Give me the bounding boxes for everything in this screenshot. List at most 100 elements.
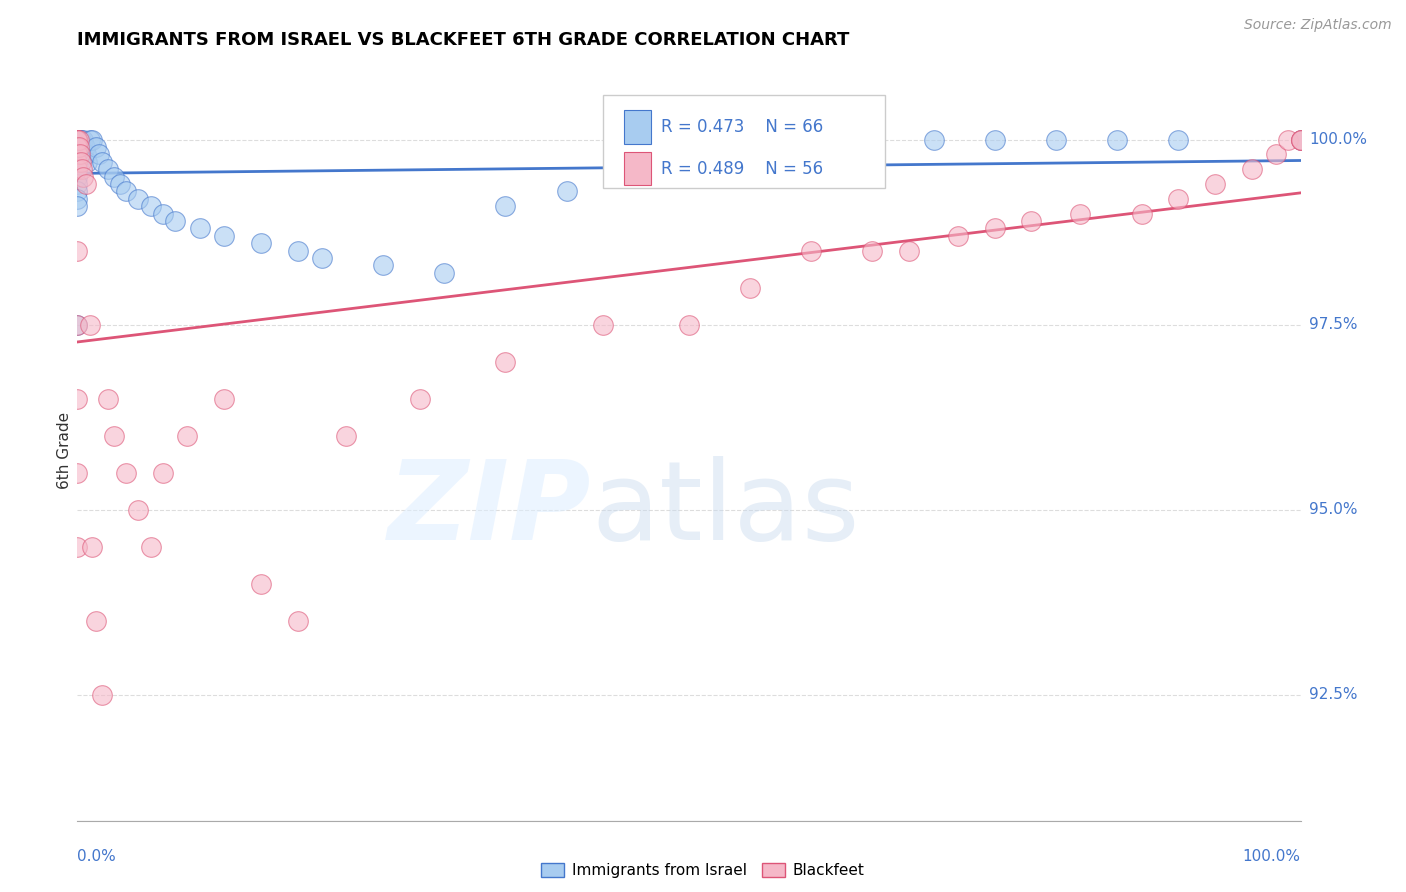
FancyBboxPatch shape <box>624 152 651 186</box>
Point <box>67 132 90 146</box>
Text: 100.0%: 100.0% <box>1309 132 1367 147</box>
Point <box>66 132 89 146</box>
Point <box>80 540 103 554</box>
Point <box>66 318 89 332</box>
Point <box>66 140 89 154</box>
Point <box>76 154 98 169</box>
Point <box>1204 177 1226 191</box>
Point <box>152 466 174 480</box>
Point <box>371 259 394 273</box>
Point <box>115 466 138 480</box>
Point <box>1167 132 1189 146</box>
Point <box>70 154 93 169</box>
Point <box>66 154 89 169</box>
Point <box>127 502 149 516</box>
Point <box>1130 206 1153 220</box>
Point <box>188 221 211 235</box>
Point <box>90 688 112 702</box>
Point <box>67 147 90 161</box>
Point <box>66 540 89 554</box>
Text: IMMIGRANTS FROM ISRAEL VS BLACKFEET 6TH GRADE CORRELATION CHART: IMMIGRANTS FROM ISRAEL VS BLACKFEET 6TH … <box>77 31 849 49</box>
FancyBboxPatch shape <box>624 111 651 144</box>
Point <box>67 140 90 154</box>
Point <box>66 132 89 146</box>
Point <box>66 392 89 406</box>
Point <box>103 169 125 184</box>
Point <box>66 162 89 177</box>
Point <box>66 169 89 184</box>
Point <box>97 392 120 406</box>
Text: 92.5%: 92.5% <box>1309 687 1357 702</box>
Point <box>73 140 96 154</box>
Point <box>139 540 162 554</box>
Point <box>176 428 198 442</box>
Point <box>75 177 97 191</box>
Point <box>84 140 107 154</box>
Text: 0.0%: 0.0% <box>77 849 117 863</box>
Point <box>984 221 1007 235</box>
FancyBboxPatch shape <box>603 95 884 187</box>
Point <box>66 132 89 146</box>
Point <box>66 140 89 154</box>
Point <box>800 244 823 258</box>
Point <box>69 140 91 154</box>
Point <box>66 177 89 191</box>
Point <box>66 132 89 146</box>
Point <box>1107 132 1129 146</box>
Point <box>922 132 945 146</box>
Text: R = 0.473    N = 66: R = 0.473 N = 66 <box>661 118 823 136</box>
Point <box>66 132 89 146</box>
Point <box>70 147 93 161</box>
Point <box>66 140 89 154</box>
Point <box>67 140 90 154</box>
Point <box>946 228 969 243</box>
Point <box>66 132 89 146</box>
Point <box>495 199 517 213</box>
Text: 100.0%: 100.0% <box>1243 849 1301 863</box>
Point <box>66 244 89 258</box>
Point <box>800 140 823 154</box>
Point <box>66 318 89 332</box>
Point <box>1289 132 1312 146</box>
Point <box>1277 132 1299 146</box>
Point <box>862 132 884 146</box>
Point <box>165 214 187 228</box>
Point <box>66 132 89 146</box>
Point <box>984 132 1007 146</box>
Text: R = 0.489    N = 56: R = 0.489 N = 56 <box>661 160 823 178</box>
Point <box>66 147 89 161</box>
Point <box>1069 206 1091 220</box>
Point <box>66 466 89 480</box>
Point <box>72 169 94 184</box>
Y-axis label: 6th Grade: 6th Grade <box>56 412 72 489</box>
Point <box>1265 147 1288 161</box>
Point <box>1289 132 1312 146</box>
Point <box>79 318 101 332</box>
Point <box>311 251 333 265</box>
Text: ZIP: ZIP <box>388 456 591 563</box>
Point <box>1240 162 1263 177</box>
Point <box>678 318 700 332</box>
Legend: Immigrants from Israel, Blackfeet: Immigrants from Israel, Blackfeet <box>536 857 870 884</box>
Point <box>287 614 309 628</box>
Point <box>66 147 89 161</box>
Point <box>67 154 90 169</box>
Point <box>67 132 90 146</box>
Point <box>250 576 273 591</box>
Point <box>66 132 89 146</box>
Point <box>335 428 357 442</box>
Point <box>66 132 89 146</box>
Point <box>70 162 93 177</box>
Point <box>72 132 94 146</box>
Point <box>66 185 89 199</box>
Point <box>115 185 138 199</box>
Point <box>66 132 89 146</box>
Point <box>740 280 762 294</box>
Text: atlas: atlas <box>591 456 859 563</box>
Point <box>66 147 89 161</box>
Point <box>212 392 235 406</box>
Point <box>69 147 91 161</box>
Point <box>1167 192 1189 206</box>
Point <box>66 132 89 146</box>
Point <box>75 147 97 161</box>
